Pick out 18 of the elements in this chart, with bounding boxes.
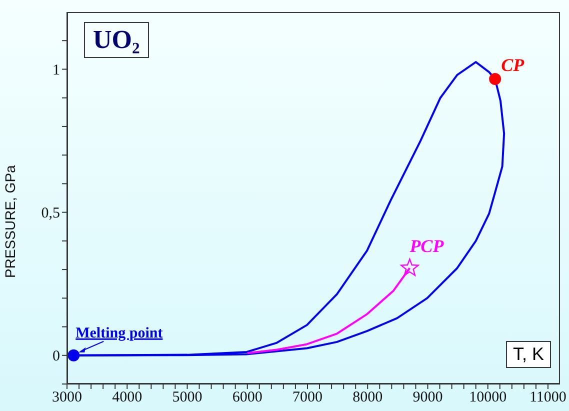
- x-tick-label: 5000: [172, 390, 202, 406]
- x-axis-title: T, K: [506, 341, 552, 368]
- x-tick-label: 9000: [412, 390, 443, 406]
- y-tick-label: 0: [52, 348, 60, 365]
- annotation: Melting point: [76, 325, 163, 342]
- x-tick-label: 4000: [112, 390, 142, 406]
- annotation: CP: [501, 54, 526, 75]
- y-tick-label: 1: [52, 62, 60, 79]
- annotation: PCP: [408, 236, 445, 256]
- y-axis-title: PRESSURE, GPa: [2, 164, 18, 278]
- x-tick-label: 11000: [530, 390, 566, 406]
- x-tick-label: 10000: [469, 390, 507, 406]
- y-tick-label: 0,5: [41, 206, 60, 222]
- text: UO₂: [84, 22, 149, 58]
- x-tick-label: 3000: [52, 390, 82, 406]
- x-tick-label: 7000: [292, 390, 322, 406]
- x-tick-label: 8000: [352, 390, 383, 406]
- x-tick-label: 6000: [232, 390, 262, 406]
